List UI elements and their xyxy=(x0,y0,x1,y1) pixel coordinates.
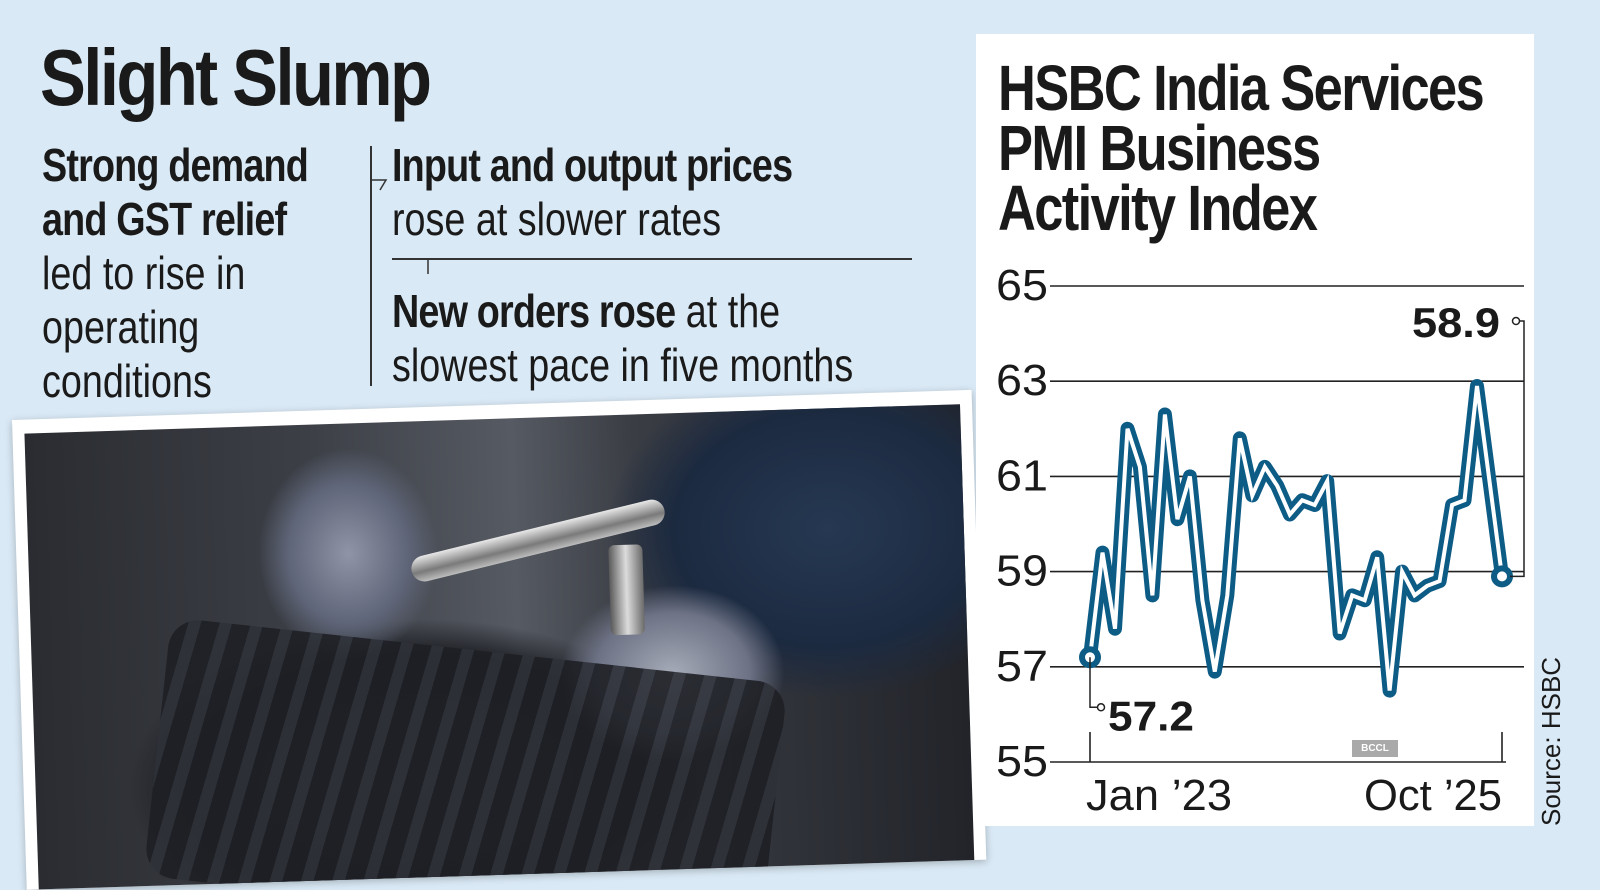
divider-pointer-icon xyxy=(420,258,429,274)
horizontal-divider xyxy=(392,258,912,260)
y-tick-label: 65 xyxy=(996,261,1048,310)
chart-panel: HSBC India Services PMI Business Activit… xyxy=(976,34,1534,826)
prices-heading: Input and output prices xyxy=(392,139,793,191)
x-tick-label-end: Oct ’25 xyxy=(1364,771,1502,820)
chart-title: HSBC India Services PMI Business Activit… xyxy=(998,52,1506,244)
end-value-label: 58.9 xyxy=(1412,299,1500,346)
chart-annotations: 57.2 58.9 xyxy=(1079,299,1525,739)
orders-line-1: New orders rose at the xyxy=(392,284,900,338)
orders-text-inline: at the xyxy=(675,285,781,337)
divider-pointer-icon xyxy=(370,172,388,191)
left-bold-line-2: and GST relief xyxy=(42,193,287,245)
y-tick-label: 59 xyxy=(996,547,1048,596)
chart-title-line-3: Activity Index xyxy=(998,172,1318,244)
y-tick-label: 57 xyxy=(996,642,1048,691)
headline: Slight Slump xyxy=(40,33,432,122)
left-regular-line-2: operating xyxy=(42,301,200,353)
chart-title-line-2: PMI Business xyxy=(998,112,1321,184)
pmi-series-line xyxy=(1083,379,1509,698)
end-point-marker xyxy=(1491,565,1513,588)
chart-title-line-1: HSBC India Services xyxy=(998,52,1485,124)
bccl-watermark: BCCL xyxy=(1352,740,1398,757)
socket-shape xyxy=(608,544,646,636)
orders-text: slowest pace in five months xyxy=(392,339,854,391)
photo-frame xyxy=(12,389,987,890)
left-regular-line-3: conditions xyxy=(42,355,212,407)
x-axis: Jan ’23 Oct ’25 xyxy=(1086,732,1503,820)
left-bold-line-1: Strong demand xyxy=(42,139,309,191)
source-credit: Source: HSBC xyxy=(1536,656,1566,826)
vertical-divider xyxy=(370,146,372,386)
engine-shape xyxy=(143,617,788,890)
left-summary: Strong demand and GST relief led to rise… xyxy=(42,138,313,408)
prices-text: rose at slower rates xyxy=(392,193,722,245)
orders-heading: New orders rose xyxy=(392,285,676,337)
y-axis-labels: 55 57 59 61 63 65 xyxy=(996,261,1048,786)
start-value-label: 57.2 xyxy=(1108,692,1194,739)
right-summary: Input and output prices rose at slower r… xyxy=(392,138,900,392)
line-chart: 55 57 59 61 63 65 Jan ’23 Oct ’25 57.2 58.9 xyxy=(996,261,1525,820)
mechanic-engine-photo xyxy=(24,404,975,890)
y-tick-label: 55 xyxy=(996,737,1048,786)
x-tick-label-start: Jan ’23 xyxy=(1086,771,1232,820)
y-tick-label: 61 xyxy=(996,451,1048,500)
left-regular-line-1: led to rise in xyxy=(42,247,246,299)
y-tick-label: 63 xyxy=(996,356,1048,405)
